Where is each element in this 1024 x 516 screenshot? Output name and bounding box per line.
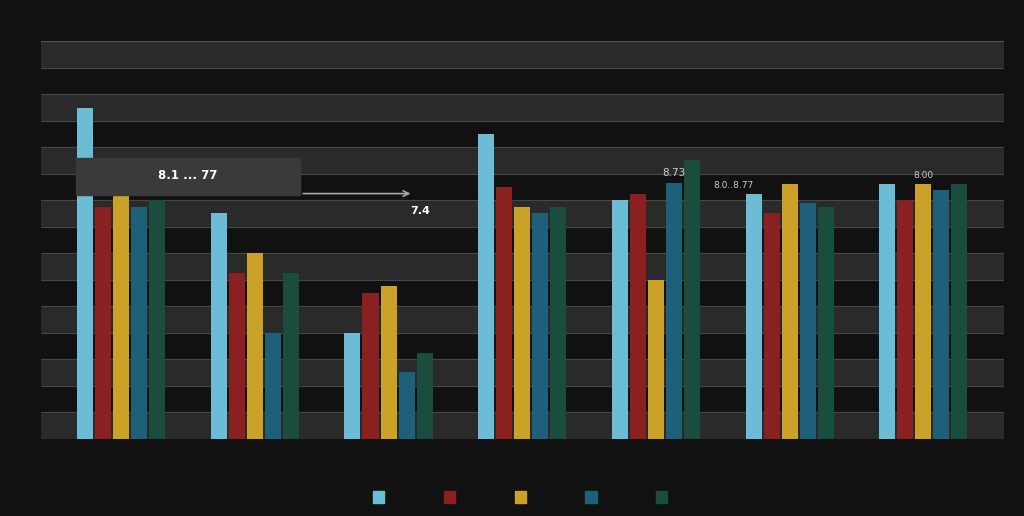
- Bar: [150, 200, 165, 516]
- Legend: , , , , : , , , ,: [373, 491, 672, 503]
- Bar: [514, 207, 530, 516]
- Bar: [684, 160, 700, 516]
- Bar: [41, 412, 1004, 439]
- Bar: [113, 194, 129, 516]
- Bar: [915, 184, 932, 516]
- Bar: [77, 107, 93, 516]
- Bar: [41, 200, 1004, 227]
- Bar: [745, 194, 762, 516]
- Text: 8.73: 8.73: [663, 168, 686, 178]
- Bar: [247, 253, 263, 516]
- Bar: [897, 200, 913, 516]
- Bar: [764, 214, 779, 516]
- Bar: [95, 207, 112, 516]
- Bar: [880, 184, 895, 516]
- Bar: [417, 352, 433, 516]
- Bar: [228, 273, 245, 516]
- Bar: [630, 194, 646, 516]
- Bar: [211, 214, 226, 516]
- Bar: [398, 373, 415, 516]
- Bar: [933, 189, 949, 516]
- Bar: [41, 41, 1004, 68]
- Bar: [41, 306, 1004, 333]
- Bar: [344, 333, 360, 516]
- Bar: [611, 200, 628, 516]
- Text: 8.0..8.77: 8.0..8.77: [714, 181, 754, 189]
- Bar: [800, 203, 816, 516]
- Bar: [362, 293, 379, 516]
- Bar: [41, 359, 1004, 385]
- Bar: [550, 207, 566, 516]
- Bar: [41, 253, 1004, 280]
- Bar: [666, 183, 682, 516]
- Text: 8.1 ... 77: 8.1 ... 77: [159, 169, 218, 182]
- Bar: [818, 207, 834, 516]
- Bar: [76, 158, 300, 195]
- Text: 8.00: 8.00: [913, 171, 933, 181]
- Bar: [648, 280, 664, 516]
- Bar: [478, 134, 495, 516]
- Bar: [265, 333, 281, 516]
- Bar: [283, 273, 299, 516]
- Bar: [951, 184, 968, 516]
- Bar: [41, 94, 1004, 121]
- Bar: [497, 187, 512, 516]
- Text: 7.4: 7.4: [410, 205, 430, 216]
- Bar: [41, 147, 1004, 174]
- Bar: [131, 207, 147, 516]
- Bar: [532, 214, 548, 516]
- Bar: [381, 286, 396, 516]
- Bar: [781, 184, 798, 516]
